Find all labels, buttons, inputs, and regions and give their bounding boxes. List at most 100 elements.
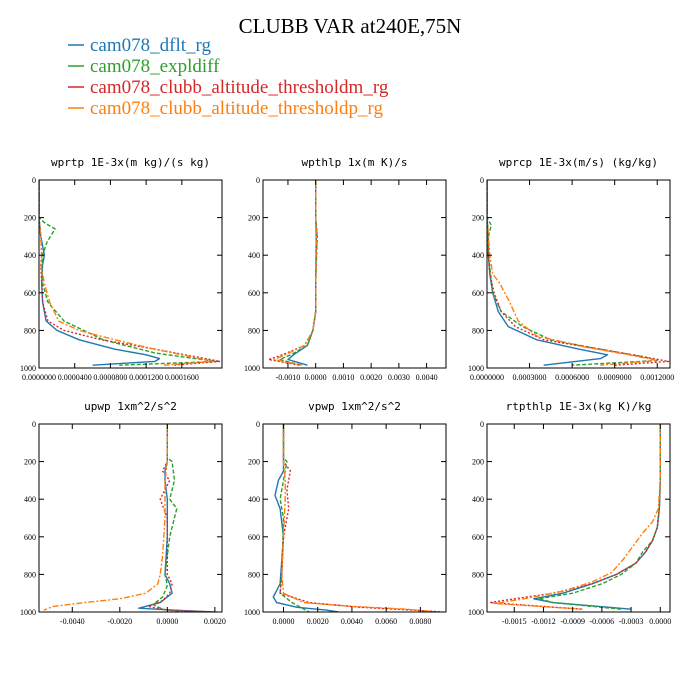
panel: upwp 1xm^2/s^2 0 200 400 600 800 1000 -0.0040 -0… <box>20 400 226 626</box>
plot-frame <box>486 423 671 613</box>
panel-title: wprtp 1E-3x(m kg)/(s kg) <box>51 156 210 169</box>
legend: cam078_dflt_rgcam078_expldiffcam078_club… <box>68 35 389 119</box>
series-line <box>138 424 213 612</box>
y-tick-label: 1000 <box>20 364 36 373</box>
x-tick-label: 0.0001200 <box>129 373 163 382</box>
x-tick-label: -0.0040 <box>60 617 85 626</box>
legend-label: cam078_clubb_altitude_thresholdm_rg <box>90 77 389 98</box>
x-tick-label: 0.0000000 <box>22 373 56 382</box>
y-tick-label: 600 <box>24 533 36 542</box>
y-tick-label: 600 <box>472 289 484 298</box>
y-tick-label: 0 <box>32 420 36 429</box>
plot-frame <box>262 179 447 369</box>
y-tick-label: 1000 <box>20 608 36 617</box>
x-tick-label: -0.0015 <box>502 617 527 626</box>
y-tick-label: 800 <box>472 570 484 579</box>
x-tick-label: 0.0000000 <box>470 373 504 382</box>
y-tick-label: 800 <box>24 570 36 579</box>
y-tick-label: 200 <box>24 458 36 467</box>
y-tick-label: 400 <box>24 251 36 260</box>
figure-title: CLUBB VAR at240E,75N <box>239 14 462 38</box>
series-line <box>489 424 661 610</box>
y-tick-label: 800 <box>248 326 260 335</box>
plot-frame <box>486 179 671 369</box>
y-tick-label: 400 <box>24 495 36 504</box>
series-line <box>494 424 661 610</box>
legend-label: cam078_dflt_rg <box>90 35 212 56</box>
series-line <box>279 424 310 612</box>
y-tick-label: 1000 <box>468 608 484 617</box>
y-tick-label: 400 <box>472 495 484 504</box>
panel-title: upwp 1xm^2/s^2 <box>84 400 177 413</box>
x-tick-label: 0.0000 <box>305 373 327 382</box>
x-tick-label: 0.0009000 <box>598 373 632 382</box>
y-tick-label: 1000 <box>244 364 260 373</box>
y-tick-label: 1000 <box>244 608 260 617</box>
x-tick-label: 0.0006000 <box>555 373 589 382</box>
y-tick-label: 200 <box>24 214 36 223</box>
x-tick-label: -0.0020 <box>107 617 132 626</box>
x-tick-label: 0.0000 <box>156 617 178 626</box>
series-line <box>279 424 443 612</box>
legend-label: cam078_clubb_altitude_thresholdp_rg <box>90 98 384 119</box>
plot-frame <box>38 423 223 613</box>
series-line <box>267 180 318 366</box>
series-line <box>287 180 317 366</box>
x-tick-label: 0.0020 <box>360 373 382 382</box>
y-tick-label: 600 <box>248 533 260 542</box>
x-tick-label: -0.0003 <box>619 617 644 626</box>
panel-title: wpthlp 1x(m K)/s <box>302 156 408 169</box>
plot-frame <box>38 179 223 369</box>
series-line <box>487 180 658 366</box>
panel: wprtp 1E-3x(m kg)/(s kg) 0 200 400 600 800 100… <box>20 156 223 382</box>
y-tick-label: 200 <box>472 214 484 223</box>
y-tick-label: 600 <box>24 289 36 298</box>
panel-title: rtpthlp 1E-3x(kg K)/kg <box>506 400 652 413</box>
series-line <box>487 180 670 366</box>
plot-panels: wprtp 1E-3x(m kg)/(s kg) 0 200 400 600 800 100… <box>20 156 674 626</box>
y-tick-label: 600 <box>248 289 260 298</box>
plot-frame <box>262 423 447 613</box>
series-line <box>487 180 658 366</box>
series-line <box>278 180 318 366</box>
x-tick-label: 0.0000800 <box>93 373 127 382</box>
y-tick-label: 1000 <box>468 364 484 373</box>
x-tick-label: -0.0006 <box>590 617 615 626</box>
x-tick-label: 0.0010 <box>332 373 354 382</box>
series-line <box>273 180 317 366</box>
series-line <box>39 180 214 366</box>
x-tick-label: 0.0040 <box>341 617 363 626</box>
y-tick-label: 200 <box>248 458 260 467</box>
series-line <box>39 180 161 366</box>
y-tick-label: 600 <box>472 533 484 542</box>
y-tick-label: 0 <box>256 420 260 429</box>
y-tick-label: 400 <box>248 251 260 260</box>
x-tick-label: 0.0080 <box>409 617 431 626</box>
x-tick-label: 0.0001600 <box>165 373 199 382</box>
x-tick-label: 0.0040 <box>416 373 438 382</box>
y-tick-label: 800 <box>24 326 36 335</box>
panel: vpwp 1xm^2/s^2 0 200 400 600 800 1000 0.0000 0.0… <box>244 400 447 626</box>
x-tick-label: 0.0000400 <box>58 373 92 382</box>
y-tick-label: 400 <box>472 251 484 260</box>
x-tick-label: 0.0060 <box>375 617 397 626</box>
x-tick-label: 0.0000 <box>273 617 295 626</box>
series-line <box>39 180 221 366</box>
series-line <box>147 424 218 612</box>
y-tick-label: 0 <box>480 420 484 429</box>
x-tick-label: 0.0020 <box>307 617 329 626</box>
y-tick-label: 800 <box>248 570 260 579</box>
legend-label: cam078_expldiff <box>90 56 220 77</box>
x-tick-label: -0.0009 <box>560 617 585 626</box>
x-tick-label: 0.0012000 <box>640 373 674 382</box>
series-line <box>43 424 169 611</box>
x-tick-label: 0.0000 <box>649 617 671 626</box>
panel: wprcp 1E-3x(m/s) (kg/kg) 0 200 400 600 800 100… <box>468 156 674 382</box>
series-line <box>152 424 182 612</box>
y-tick-label: 0 <box>480 176 484 185</box>
y-tick-label: 200 <box>472 458 484 467</box>
panel-title: vpwp 1xm^2/s^2 <box>308 400 401 413</box>
x-tick-label: -0.0012 <box>531 617 556 626</box>
panel-title: wprcp 1E-3x(m/s) (kg/kg) <box>499 156 658 169</box>
